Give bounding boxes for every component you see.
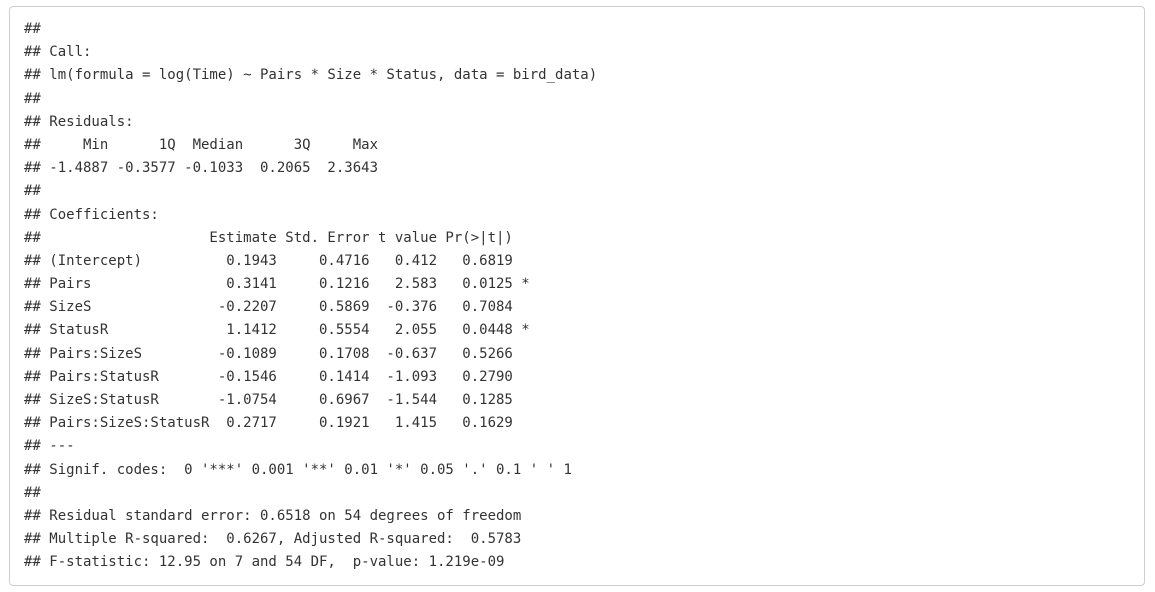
- output-line: ## StatusR 1.1412 0.5554 2.055 0.0448 *: [24, 322, 530, 339]
- r-output-lines: ## ## Call: ## lm(formula = log(Time) ~ …: [24, 18, 597, 575]
- output-line: ## Coefficients:: [24, 206, 159, 223]
- output-line: ## SizeS:StatusR -1.0754 0.6967 -1.544 0…: [24, 392, 513, 408]
- output-line: ## Pairs:StatusR -0.1546 0.1414 -1.093 0…: [24, 368, 513, 385]
- output-line: ## Residuals:: [24, 113, 134, 130]
- output-line: ## F-statistic: 12.95 on 7 and 54 DF, p-…: [24, 554, 505, 571]
- output-line: ##: [24, 484, 41, 501]
- output-line: ## -1.4887 -0.3577 -0.1033 0.2065 2.3643: [24, 160, 379, 177]
- output-line: ## Pairs:SizeS -0.1089 0.1708 -0.637 0.5…: [24, 345, 513, 362]
- output-line: ## Signif. codes: 0 '***' 0.001 '**' 0.0…: [24, 461, 572, 478]
- output-line: ## SizeS -0.2207 0.5869 -0.376 0.7084: [24, 299, 513, 316]
- output-line: ##: [24, 90, 41, 107]
- output-line: ## ---: [24, 438, 75, 455]
- output-line: ## Residual standard error: 0.6518 on 54…: [24, 507, 522, 524]
- output-line: ## Pairs 0.3141 0.1216 2.583 0.0125 *: [24, 276, 530, 293]
- output-line: ##: [24, 21, 41, 37]
- output-line: ## lm(formula = log(Time) ~ Pairs * Size…: [24, 67, 598, 84]
- output-line: ## (Intercept) 0.1943 0.4716 0.412 0.681…: [24, 252, 513, 269]
- output-line: ## Min 1Q Median 3Q Max: [24, 136, 379, 153]
- output-line: ## Call:: [24, 44, 92, 61]
- output-line: ## Estimate Std. Error t value Pr(>|t|): [24, 229, 513, 246]
- output-line: ##: [24, 183, 41, 200]
- output-line: ## Multiple R-squared: 0.6267, Adjusted …: [24, 531, 522, 548]
- output-line: ## Pairs:SizeS:StatusR 0.2717 0.1921 1.4…: [24, 415, 513, 432]
- r-output-code-block: ## ## Call: ## lm(formula = log(Time) ~ …: [9, 6, 1145, 586]
